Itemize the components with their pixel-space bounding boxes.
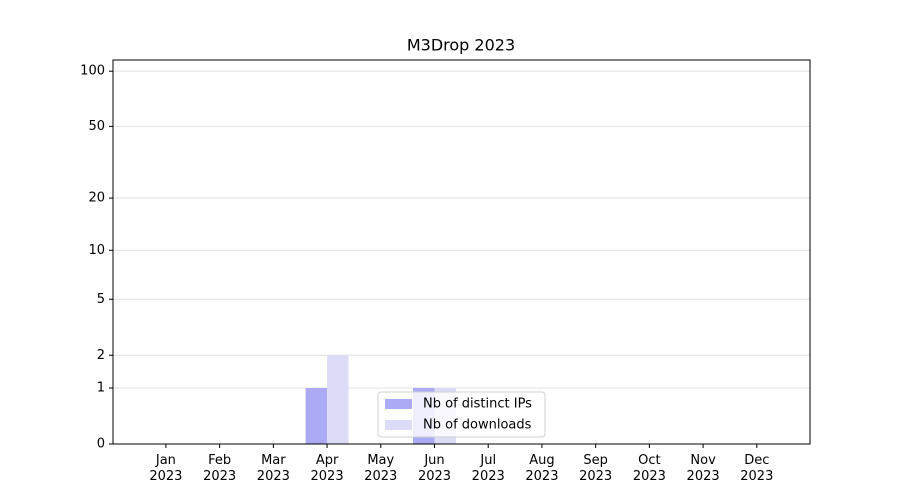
y-tick-label: 100 xyxy=(80,64,105,79)
bar xyxy=(327,355,349,444)
legend-swatch xyxy=(385,420,412,430)
x-tick-label: Jul 2023 xyxy=(471,453,505,484)
y-tick-label: 10 xyxy=(88,243,105,258)
x-tick-label: Oct 2023 xyxy=(632,453,666,484)
legend-label: Nb of downloads xyxy=(423,418,532,433)
bar xyxy=(305,388,328,444)
x-tick-label: Aug 2023 xyxy=(525,453,559,484)
x-tick-label: Apr 2023 xyxy=(310,453,344,484)
x-tick-label: Dec 2023 xyxy=(740,453,774,484)
legend-label: Nb of distinct IPs xyxy=(423,397,532,412)
legend-swatch xyxy=(385,399,412,409)
chart-title: M3Drop 2023 xyxy=(407,36,515,55)
y-tick-label: 50 xyxy=(88,119,105,134)
x-tick-label: Nov 2023 xyxy=(686,453,720,484)
x-tick-label: May 2023 xyxy=(364,453,398,484)
y-tick-label: 1 xyxy=(97,381,105,396)
x-tick-label: Sep 2023 xyxy=(579,453,613,484)
y-tick-label: 5 xyxy=(97,292,105,307)
x-tick-label: Jan 2023 xyxy=(149,453,183,484)
y-tick-label: 20 xyxy=(88,191,105,206)
x-tick-label: Feb 2023 xyxy=(203,453,237,484)
plot-frame xyxy=(112,59,811,445)
x-tick-label: Mar 2023 xyxy=(256,453,290,484)
y-tick-label: 0 xyxy=(97,437,105,452)
y-tick-label: 2 xyxy=(97,348,105,363)
legend-box xyxy=(377,391,546,438)
x-tick-label: Jun 2023 xyxy=(417,453,452,484)
